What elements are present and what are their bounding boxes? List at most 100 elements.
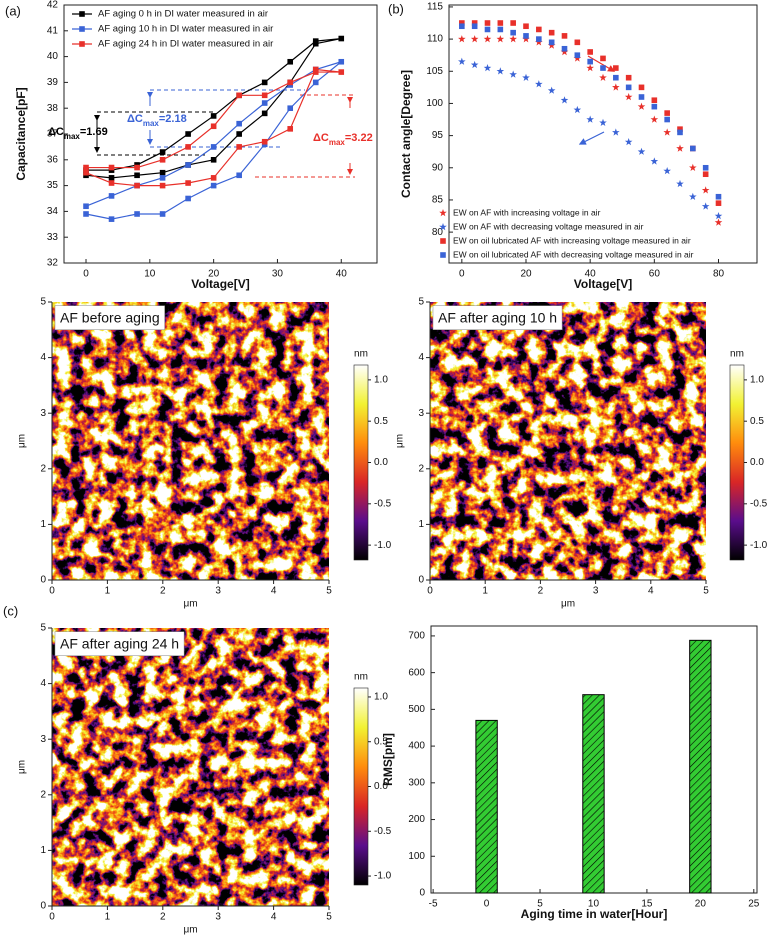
y-axis-label: μm — [17, 760, 28, 774]
square-marker — [134, 172, 140, 179]
star-marker — [650, 157, 659, 165]
x-tick-label: 0 — [49, 912, 55, 923]
x-tick-label: -5 — [429, 899, 438, 910]
y-tick-label: 2 — [418, 463, 424, 474]
star-marker — [663, 128, 671, 136]
square-marker — [651, 97, 658, 104]
square-marker — [702, 171, 709, 178]
star-marker — [496, 35, 505, 43]
star-marker — [599, 73, 607, 81]
star-marker — [470, 35, 479, 43]
x-tick-label: 2 — [538, 586, 544, 597]
y-tick-label: 42 — [47, 0, 59, 11]
square-marker — [83, 164, 89, 171]
x-tick-label: 2 — [160, 586, 166, 597]
y-tick-label: 0 — [40, 901, 46, 912]
square-marker — [83, 203, 89, 210]
square-marker — [287, 79, 294, 86]
panel-label: (a) — [5, 3, 21, 18]
y-tick-label: 0 — [40, 575, 46, 586]
square-marker — [459, 20, 465, 26]
square-marker — [159, 211, 166, 217]
x-tick-label: 80 — [713, 269, 725, 280]
star-marker — [676, 179, 684, 188]
y-tick-label: 1 — [40, 519, 46, 530]
annotation-symbol: ΔC — [48, 126, 64, 138]
square-marker — [210, 182, 217, 189]
colorbar-tick-label: -1.0 — [750, 540, 768, 551]
image-label: AF before aging — [60, 310, 160, 326]
colorbar-tick-label: -0.5 — [374, 826, 392, 837]
star-marker — [586, 64, 594, 72]
x-tick-label: 20 — [520, 269, 532, 280]
colorbar — [353, 364, 369, 561]
star-marker — [483, 35, 492, 43]
y-tick-label: 3 — [40, 408, 46, 419]
y-tick-label: 90 — [432, 162, 444, 173]
x-tick-label: 3 — [215, 912, 221, 923]
star-marker — [650, 115, 659, 123]
square-marker — [497, 26, 504, 33]
y-tick-label: 4 — [40, 352, 46, 363]
square-marker — [587, 58, 593, 65]
y-tick-label: 700 — [408, 631, 425, 642]
annotation-subscript: max — [329, 138, 346, 147]
plot-frame — [448, 4, 758, 264]
star-marker — [522, 35, 530, 43]
star-marker — [624, 93, 633, 101]
square-marker — [108, 164, 115, 171]
star-marker — [676, 144, 684, 152]
x-axis-label: μm — [183, 599, 197, 610]
afm-image — [430, 302, 706, 580]
star-marker — [573, 105, 582, 114]
square-marker — [261, 79, 268, 86]
star-marker — [439, 209, 447, 217]
y-tick-label: 33 — [47, 232, 59, 243]
star-marker — [560, 47, 569, 56]
y-tick-label: 300 — [408, 777, 425, 788]
y-tick-label: 100 — [408, 851, 425, 862]
square-marker — [523, 23, 529, 30]
square-marker — [625, 84, 632, 91]
x-tick-label: 20 — [208, 269, 220, 280]
star-marker — [612, 83, 620, 91]
colorbar-tick-label: 0.0 — [374, 781, 388, 792]
star-marker — [701, 186, 710, 194]
star-marker — [624, 138, 633, 146]
star-marker — [689, 163, 697, 172]
star-marker — [458, 57, 466, 65]
square-marker — [159, 157, 166, 163]
square-marker — [536, 26, 542, 33]
square-marker — [108, 193, 115, 199]
colorbar-tick-label: 0.0 — [374, 457, 388, 468]
square-marker — [638, 84, 645, 91]
star-marker — [612, 128, 620, 136]
image-label: AF after aging 24 h — [60, 636, 179, 652]
y-tick-label: 1 — [40, 845, 46, 856]
y-tick-label: 110 — [427, 34, 443, 45]
x-tick-label: 3 — [593, 586, 599, 597]
y-tick-label: 600 — [408, 667, 425, 678]
x-tick-label: 20 — [695, 899, 707, 910]
y-tick-label: 105 — [426, 66, 443, 77]
square-marker — [185, 131, 191, 137]
x-axis-label: μm — [561, 599, 575, 610]
image-label-box — [54, 631, 185, 656]
square-marker — [134, 211, 140, 217]
square-marker — [600, 65, 606, 71]
square-marker — [338, 35, 345, 42]
star-marker — [547, 86, 556, 94]
square-marker — [664, 110, 670, 116]
square-marker — [497, 20, 504, 26]
colorbar-label: nm — [354, 349, 368, 360]
square-marker — [651, 103, 658, 110]
square-marker — [312, 40, 319, 47]
star-marker — [586, 115, 594, 123]
square-marker — [79, 11, 85, 17]
square-marker — [574, 39, 581, 46]
colorbar — [729, 364, 745, 561]
star-marker — [714, 212, 723, 220]
square-marker — [261, 138, 268, 145]
square-marker — [79, 26, 85, 32]
